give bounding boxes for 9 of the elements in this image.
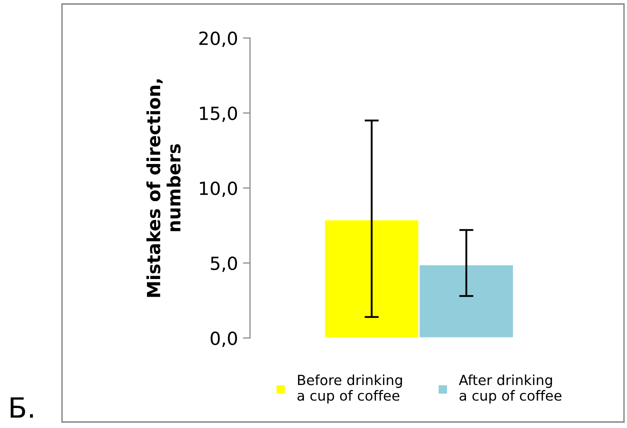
legend-label: After drinking a cup of coffee: [458, 374, 562, 404]
y-axis-title: Mistakes of direction, numbers: [146, 79, 181, 297]
y-tick-label: 15,0: [200, 106, 237, 122]
legend-label: Before drinking a cup of coffee: [298, 374, 402, 404]
text: Б.: [10, 397, 33, 418]
y-tick-label: 20,0: [199, 31, 237, 47]
y-tick-label: 0,0: [210, 331, 237, 347]
y-tick-label: 5,0: [210, 256, 237, 272]
y-tick-label: 10,0: [200, 181, 237, 197]
